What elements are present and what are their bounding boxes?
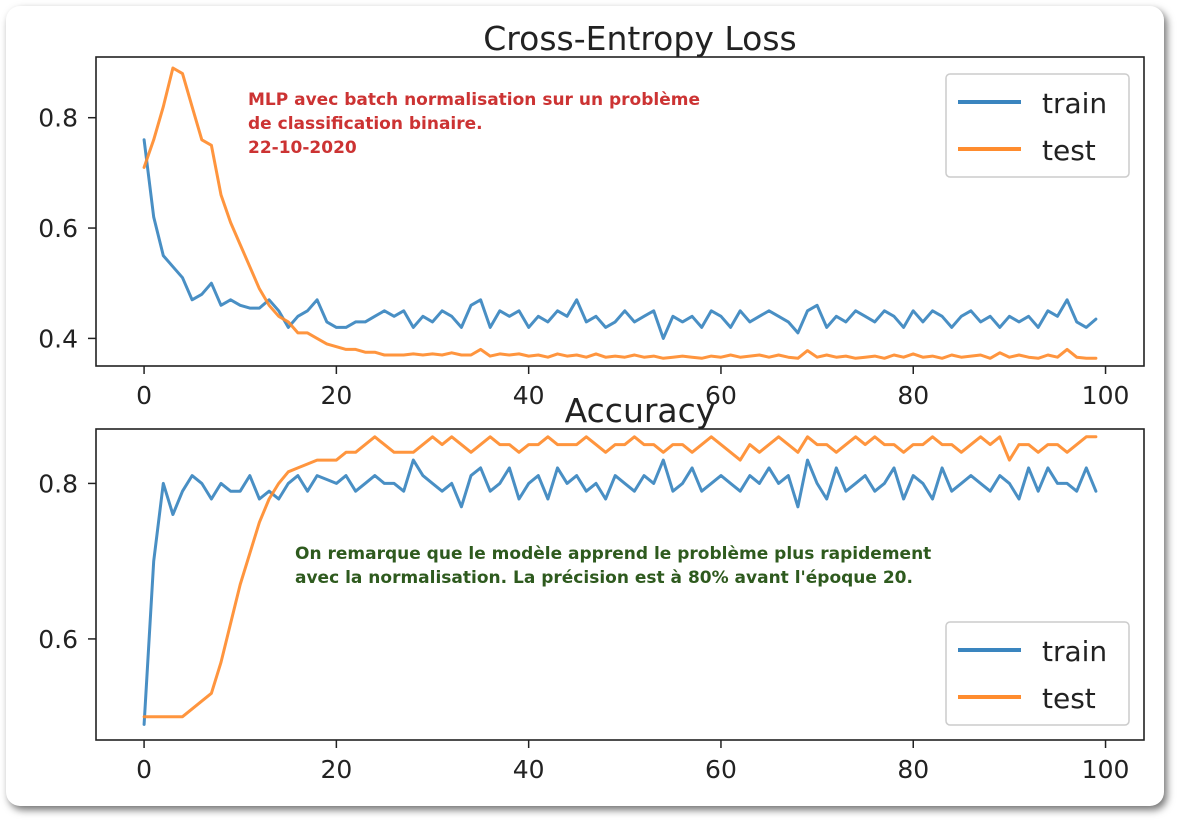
chart2-xtick-label-0: 0 xyxy=(136,755,152,784)
annotation-green-line2: avec la normalisation. La précision est … xyxy=(295,568,913,588)
annotation-green: On remarque que le modèle apprend le pro… xyxy=(295,542,931,590)
chart2-xtick-label-80: 80 xyxy=(897,755,929,784)
chart2-xtick-label-40: 40 xyxy=(513,755,545,784)
chart1-ytick-label-0.8: 0.8 xyxy=(38,104,78,133)
chart2-legend-box xyxy=(945,621,1130,726)
chart1-legend-box xyxy=(945,73,1130,178)
chart2-ytick-label-0.6: 0.6 xyxy=(38,625,78,654)
chart1-xtick-label-0: 0 xyxy=(136,381,152,410)
annotation-red-line3: 22-10-2020 xyxy=(248,138,357,158)
chart1-xtick-label-80: 80 xyxy=(897,381,929,410)
chart1-legend-label-train: train xyxy=(1042,87,1107,120)
chart2-legend-label-train: train xyxy=(1042,635,1107,668)
chart1-ytick-label-0.4: 0.4 xyxy=(38,324,78,353)
chart1-legend-label-test: test xyxy=(1042,134,1096,167)
chart1-series-train-line xyxy=(142,138,1098,340)
annotation-red-line2: de classification binaire. xyxy=(248,114,483,134)
chart2-ytick-label-0.8: 0.8 xyxy=(38,469,78,498)
chart2-series-test-line xyxy=(142,435,1098,719)
chart2-legend-label-test: test xyxy=(1042,682,1096,715)
chart1-series-test-line xyxy=(142,66,1098,360)
chart2-xtick-label-60: 60 xyxy=(705,755,737,784)
chart2-xtick-label-100: 100 xyxy=(1082,755,1130,784)
chart1-title: Cross-Entropy Loss xyxy=(483,19,796,58)
chart1-group: 0 20 40 60 80 100 0.4 0.6 0.8 Cross-Entropy Loss t… xyxy=(38,19,1145,410)
annotation-red-line1: MLP avec batch normalisation sur un prob… xyxy=(248,90,700,110)
chart1-xtick-label-40: 40 xyxy=(513,381,545,410)
chart2-series-train-line xyxy=(142,458,1098,726)
annotation-red: MLP avec batch normalisation sur un prob… xyxy=(248,88,700,160)
chart2-title: Accuracy xyxy=(565,391,716,430)
chart1-xtick-label-60: 60 xyxy=(705,381,737,410)
chart1-ytick-label-0.6: 0.6 xyxy=(38,214,78,243)
chart2-group: 0 20 40 60 80 100 0.6 0.8 Accuracy train test xyxy=(38,391,1145,784)
chart2-xtick-label-20: 20 xyxy=(320,755,352,784)
annotation-green-line1: On remarque que le modèle apprend le pro… xyxy=(295,544,932,564)
chart1-xtick-label-100: 100 xyxy=(1082,381,1130,410)
chart1-xtick-label-20: 20 xyxy=(320,381,352,410)
